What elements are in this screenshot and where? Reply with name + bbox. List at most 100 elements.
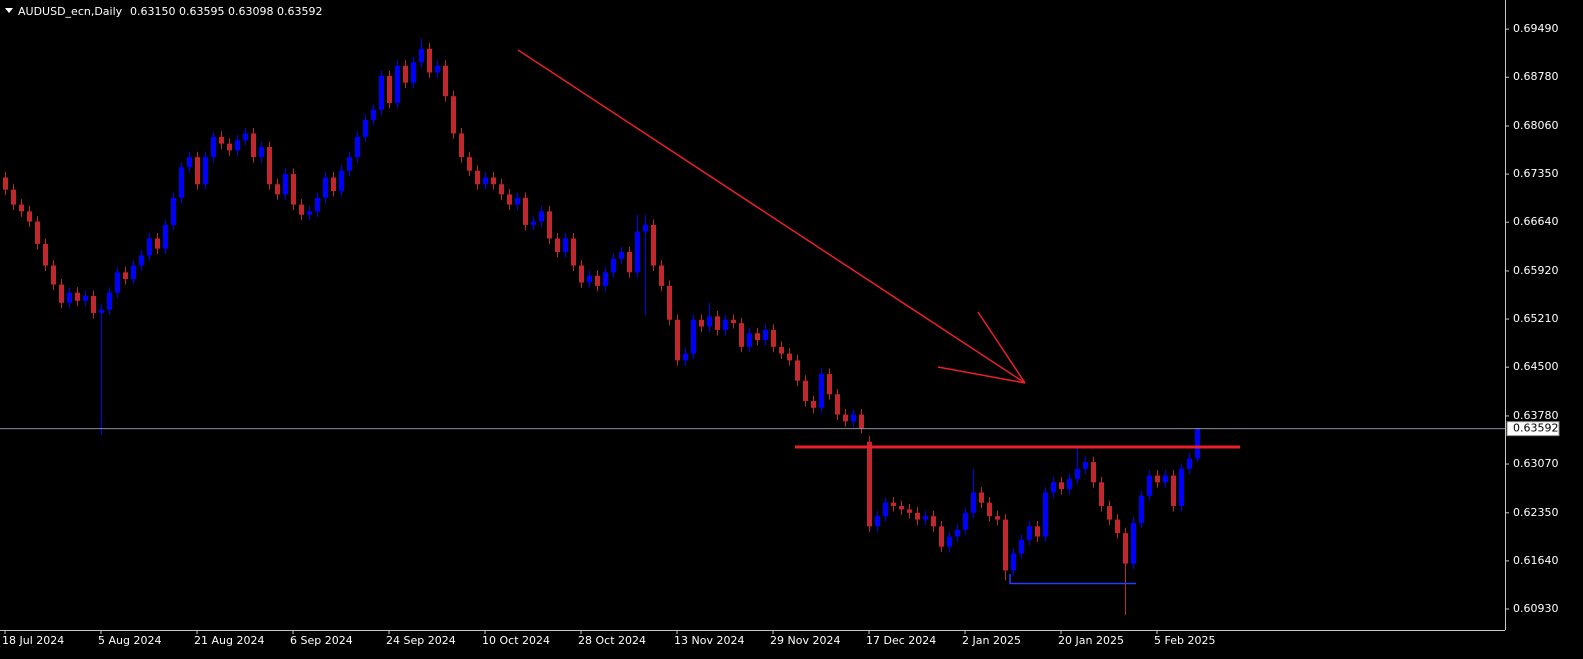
candle-body	[523, 197, 528, 225]
candle-body	[899, 506, 904, 510]
candle-body	[155, 238, 160, 249]
candle-body	[507, 194, 512, 205]
ohlc-low: 0.63098	[228, 5, 274, 18]
candle-body	[947, 536, 952, 547]
candle-body	[331, 177, 336, 192]
candle-body	[651, 224, 656, 266]
x-tick-label: 20 Jan 2025	[1058, 634, 1124, 647]
candle-body	[699, 319, 704, 327]
candle-body	[83, 296, 88, 301]
candle-body	[1035, 526, 1040, 537]
candle-body	[1131, 522, 1136, 564]
candle-body	[419, 48, 424, 63]
arrow-head	[977, 311, 1026, 384]
candle-body	[859, 414, 864, 429]
x-tick-label: 2 Jan 2025	[962, 634, 1021, 647]
candle-body	[459, 133, 464, 158]
candle-body	[355, 136, 360, 158]
candle-body	[1091, 462, 1096, 483]
candle-body	[851, 414, 856, 422]
candle-body	[1123, 533, 1128, 564]
candle-body	[1051, 482, 1056, 493]
candle-body	[739, 323, 744, 347]
candle-body	[571, 238, 576, 266]
candle-body	[907, 509, 912, 513]
candle-body	[819, 373, 824, 408]
candle-body	[163, 224, 168, 249]
x-tick-label: 5 Aug 2024	[98, 634, 161, 647]
candle-body	[1011, 553, 1016, 571]
candle-body	[451, 96, 456, 134]
candle-body	[563, 238, 568, 252]
candle-body	[1019, 539, 1024, 554]
candle-body	[843, 414, 848, 422]
y-tick-label: 0.61640	[1513, 554, 1559, 567]
candle-body	[35, 221, 40, 244]
y-tick-label: 0.60930	[1513, 602, 1559, 615]
candle-body	[67, 292, 72, 303]
candle-body	[955, 529, 960, 537]
candle-body	[1171, 475, 1176, 507]
candle-body	[979, 492, 984, 503]
candle-body	[347, 157, 352, 171]
candle-body	[587, 275, 592, 283]
candle-body	[891, 502, 896, 507]
candle-body	[619, 252, 624, 259]
candle-body	[379, 75, 384, 110]
candle-body	[243, 133, 248, 141]
x-tick-label: 17 Dec 2024	[866, 634, 936, 647]
x-tick-label: 18 Jul 2024	[2, 634, 64, 647]
candle-body	[123, 272, 128, 280]
candle-body	[1195, 428, 1200, 459]
candle-body	[323, 177, 328, 198]
candle-body	[531, 221, 536, 225]
candle-body	[395, 65, 400, 103]
candle-body	[259, 147, 264, 158]
last-price-label: 0.63592	[1513, 422, 1559, 435]
y-tick-label: 0.68060	[1513, 119, 1559, 132]
x-tick-label: 5 Feb 2025	[1154, 634, 1215, 647]
candle-body	[787, 353, 792, 361]
candle-body	[659, 265, 664, 286]
y-tick-label: 0.69490	[1513, 22, 1559, 35]
ohlc-high: 0.63595	[179, 5, 225, 18]
candle-body	[299, 204, 304, 215]
candle-body	[51, 265, 56, 285]
candle-body	[1179, 468, 1184, 507]
symbol-title: AUDUSD_ecn,Daily	[18, 5, 123, 18]
candle-body	[1099, 482, 1104, 507]
x-tick-label: 29 Nov 2024	[770, 634, 840, 647]
candle-body	[211, 136, 216, 158]
candle-body	[683, 353, 688, 361]
candle-body	[499, 184, 504, 195]
candle-body	[1059, 482, 1064, 490]
candle-body	[1139, 495, 1144, 523]
candle-body	[315, 197, 320, 212]
candle-body	[251, 133, 256, 158]
candle-body	[99, 309, 104, 313]
y-tick-label: 0.67350	[1513, 167, 1559, 180]
candle-body	[875, 516, 880, 527]
candle-body	[147, 238, 152, 256]
candle-body	[755, 333, 760, 341]
x-tick-label: 28 Oct 2024	[578, 634, 646, 647]
candle-body	[387, 75, 392, 103]
y-tick-label: 0.68780	[1513, 70, 1559, 83]
candle-body	[131, 265, 136, 280]
candle-body	[867, 441, 872, 527]
candle-body	[339, 170, 344, 192]
candle-body	[779, 346, 784, 354]
candle-body	[491, 177, 496, 185]
arrow-head	[937, 366, 1026, 384]
candle-body	[195, 157, 200, 185]
x-tick-label: 21 Aug 2024	[194, 634, 264, 647]
candle-body	[811, 401, 816, 408]
menu-triangle	[5, 8, 13, 13]
candle-body	[171, 197, 176, 225]
candle-body	[931, 516, 936, 527]
x-tick-label: 6 Sep 2024	[290, 634, 353, 647]
candle-body	[75, 292, 80, 301]
candle-body	[435, 65, 440, 73]
